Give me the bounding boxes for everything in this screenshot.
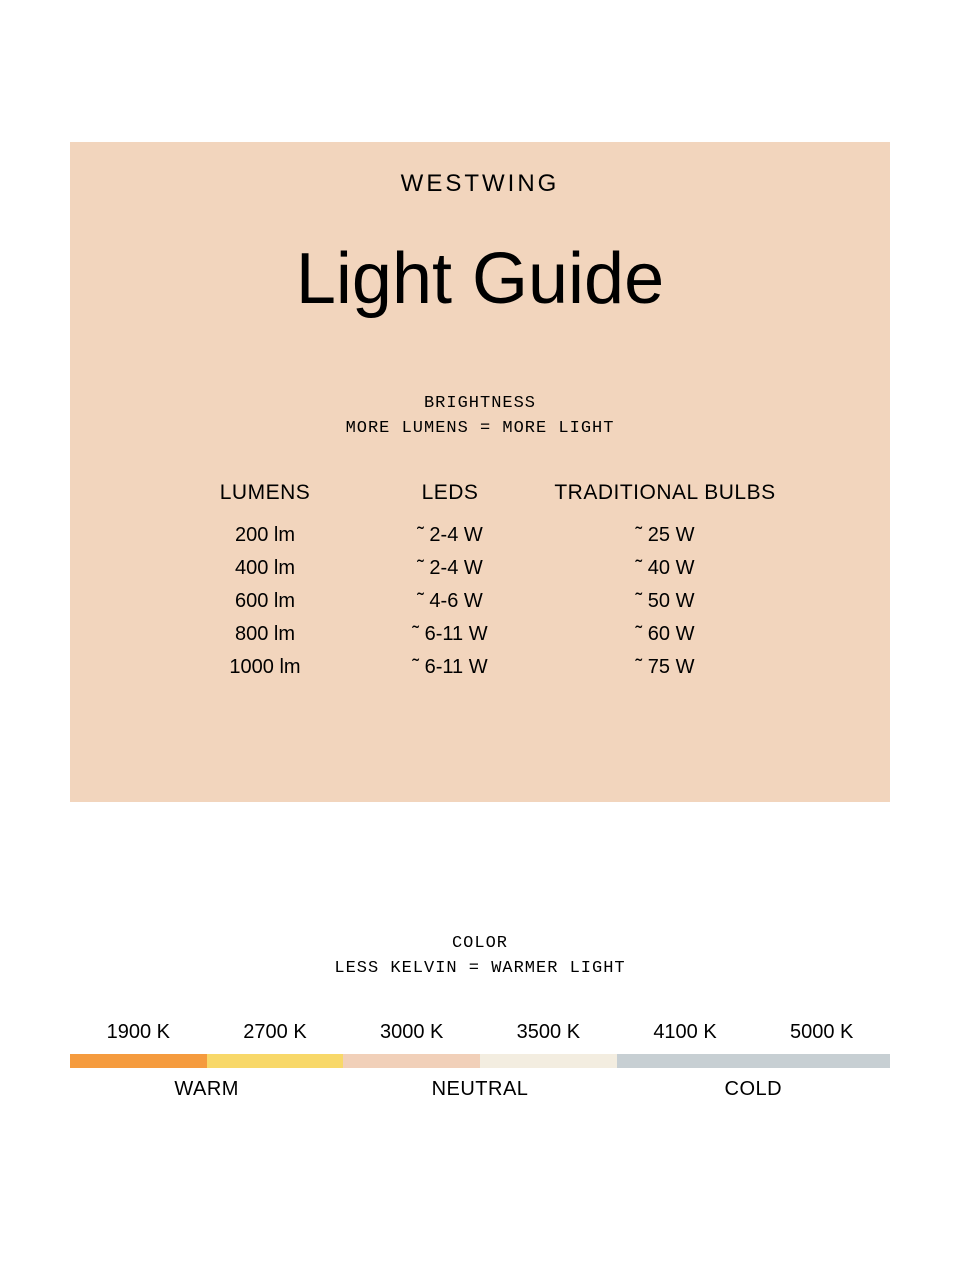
col-header-lumens: LUMENS (170, 481, 360, 519)
page-title: Light Guide (70, 238, 890, 320)
cell-leds: ˜ 6-11 W (360, 618, 540, 651)
color-temperature-bar (70, 1054, 890, 1068)
kelvin-label: 2700 K (207, 1021, 344, 1044)
color-category-label: NEUTRAL (343, 1078, 616, 1101)
color-categories: WARMNEUTRALCOLD (70, 1078, 890, 1101)
cell-leds: ˜ 6-11 W (360, 651, 540, 684)
color-segment (70, 1054, 207, 1068)
light-guide-card: WESTWING Light Guide BRIGHTNESS MORE LUM… (70, 142, 890, 802)
kelvin-label: 5000 K (753, 1021, 890, 1044)
color-category-label: WARM (70, 1078, 343, 1101)
brand-name: WESTWING (70, 170, 890, 198)
color-segment (480, 1054, 617, 1068)
cell-lumens: 1000 lm (170, 651, 360, 684)
cell-traditional: ˜ 25 W (540, 519, 790, 552)
table-row: 800 lm˜ 6-11 W˜ 60 W (170, 618, 790, 651)
cell-lumens: 800 lm (170, 618, 360, 651)
color-section: COLOR LESS KELVIN = WARMER LIGHT 1900 K2… (0, 932, 960, 1101)
table-body: 200 lm˜ 2-4 W˜ 25 W400 lm˜ 2-4 W˜ 40 W60… (170, 519, 790, 684)
cell-traditional: ˜ 75 W (540, 651, 790, 684)
page: WESTWING Light Guide BRIGHTNESS MORE LUM… (0, 0, 960, 1280)
brightness-heading-line1: BRIGHTNESS (424, 394, 536, 413)
table-row: 200 lm˜ 2-4 W˜ 25 W (170, 519, 790, 552)
brightness-heading-line2: MORE LUMENS = MORE LIGHT (346, 419, 615, 438)
cell-lumens: 600 lm (170, 585, 360, 618)
col-header-traditional: TRADITIONAL BULBS (540, 481, 790, 519)
color-category-label: COLD (617, 1078, 890, 1101)
color-heading-line1: COLOR (452, 934, 508, 953)
kelvin-label: 4100 K (617, 1021, 754, 1044)
cell-leds: ˜ 2-4 W (360, 519, 540, 552)
cell-lumens: 400 lm (170, 552, 360, 585)
kelvin-label: 3000 K (343, 1021, 480, 1044)
table-row: 400 lm˜ 2-4 W˜ 40 W (170, 552, 790, 585)
cell-leds: ˜ 2-4 W (360, 552, 540, 585)
color-segment (207, 1054, 344, 1068)
cell-traditional: ˜ 50 W (540, 585, 790, 618)
cell-traditional: ˜ 60 W (540, 618, 790, 651)
table-row: 600 lm˜ 4-6 W˜ 50 W (170, 585, 790, 618)
kelvin-labels: 1900 K2700 K3000 K3500 K4100 K5000 K (70, 1021, 890, 1044)
color-heading: COLOR LESS KELVIN = WARMER LIGHT (0, 932, 960, 981)
color-segment (343, 1054, 480, 1068)
table-row: 1000 lm˜ 6-11 W˜ 75 W (170, 651, 790, 684)
color-heading-line2: LESS KELVIN = WARMER LIGHT (334, 959, 625, 978)
kelvin-label: 1900 K (70, 1021, 207, 1044)
color-segment (617, 1054, 890, 1068)
brightness-table: LUMENS LEDS TRADITIONAL BULBS 200 lm˜ 2-… (170, 481, 790, 684)
cell-leds: ˜ 4-6 W (360, 585, 540, 618)
brightness-heading: BRIGHTNESS MORE LUMENS = MORE LIGHT (70, 392, 890, 441)
cell-lumens: 200 lm (170, 519, 360, 552)
cell-traditional: ˜ 40 W (540, 552, 790, 585)
table-header: LUMENS LEDS TRADITIONAL BULBS (170, 481, 790, 519)
kelvin-label: 3500 K (480, 1021, 617, 1044)
col-header-leds: LEDS (360, 481, 540, 519)
